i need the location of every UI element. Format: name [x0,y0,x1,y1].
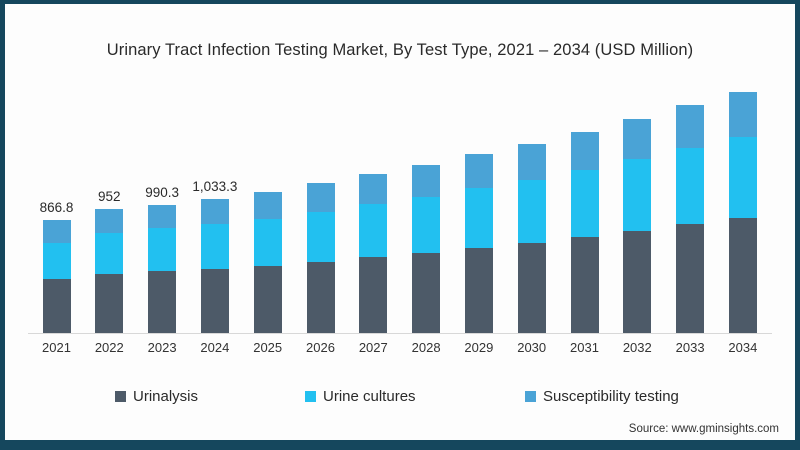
bar-segment-urinalysis [359,257,388,333]
bar-segment-urine-cultures [359,204,388,257]
bar-2021 [42,220,71,333]
bar-segment-susceptibility-testing [517,144,546,180]
bar-segment-urine-cultures [623,159,652,231]
legend-swatch-urinalysis [115,391,126,402]
bar-2027 [359,174,388,333]
bar-value-label-2024: 1,033.3 [192,179,238,194]
source-credit: Source: www.gminsights.com [628,423,779,435]
bar-2033 [676,105,705,333]
bar-segment-urinalysis [517,243,546,333]
bar-value-label-2022: 952 [98,189,121,204]
bar-segment-susceptibility-testing [148,205,177,228]
bar-segment-urine-cultures [464,188,493,248]
bar-2025 [253,192,282,333]
bar-segment-urinalysis [200,269,229,333]
bar-segment-susceptibility-testing [95,209,124,233]
x-tick-label-2030: 2030 [517,340,547,355]
bar-2032 [623,119,652,333]
bar-segment-urinalysis [253,266,282,333]
bar-segment-susceptibility-testing [42,220,71,243]
bar-segment-urinalysis [306,262,335,333]
x-tick-label-2024: 2024 [200,340,230,355]
bar-segment-susceptibility-testing [306,183,335,212]
legend-item-susceptibility-testing: Susceptibility testing [525,388,679,405]
bar-segment-urine-cultures [412,197,441,253]
bar-segment-urine-cultures [253,219,282,266]
bar-2022 [95,209,124,333]
bar-segment-urinalysis [464,248,493,333]
x-axis-line [28,333,772,334]
bar-segment-urine-cultures [517,180,546,243]
x-tick-label-2022: 2022 [94,340,124,355]
bar-segment-urinalysis [570,237,599,333]
legend-item-urinalysis: Urinalysis [115,388,198,405]
x-tick-label-2023: 2023 [147,340,177,355]
bar-segment-urinalysis [676,224,705,333]
legend-item-urine-cultures: Urine cultures [305,388,416,405]
bar-2029 [464,154,493,333]
bar-2034 [728,92,757,333]
bar-segment-susceptibility-testing [200,199,229,224]
bar-2024 [200,199,229,333]
legend-label-urinalysis: Urinalysis [133,388,199,405]
bar-segment-urine-cultures [148,228,177,271]
x-tick-label-2026: 2026 [306,340,335,355]
x-tick-label-2033: 2033 [675,340,705,355]
bar-2028 [412,165,441,333]
bar-segment-urinalysis [148,271,177,333]
x-tick-label-2029: 2029 [464,340,494,355]
bar-segment-urinalysis [728,218,757,333]
bar-segment-susceptibility-testing [253,192,282,219]
x-tick-label-2025: 2025 [253,340,283,355]
bar-segment-susceptibility-testing [570,132,599,170]
legend-swatch-urine-cultures [305,391,316,402]
bar-segment-urine-cultures [728,137,757,218]
bar-segment-susceptibility-testing [676,105,705,148]
bar-segment-susceptibility-testing [464,154,493,188]
x-tick-label-2028: 2028 [411,340,441,355]
bar-segment-urine-cultures [676,148,705,224]
legend-swatch-susceptibility-testing [525,391,536,402]
bar-segment-urine-cultures [306,212,335,262]
plot-area: 866.8 2021 952 2022 990.3 2023 1,033.3 2024 2025… [5,4,795,440]
bar-segment-urine-cultures [42,243,71,279]
bar-segment-susceptibility-testing [412,165,441,197]
bar-segment-susceptibility-testing [359,174,388,204]
chart-background: Urinary Tract Infection Testing Market, … [5,4,795,440]
x-tick-label-2021: 2021 [42,340,71,355]
bar-segment-urinalysis [95,274,124,333]
legend-label-urine-cultures: Urine cultures [323,388,416,405]
bar-segment-susceptibility-testing [623,119,652,159]
bar-segment-urine-cultures [200,224,229,269]
bar-2023 [148,205,177,333]
x-tick-label-2032: 2032 [622,340,652,355]
chart-title: Urinary Tract Infection Testing Market, … [106,41,694,59]
x-tick-label-2027: 2027 [358,340,388,355]
bar-value-label-2021: 866.8 [39,200,74,215]
bar-value-label-2023: 990.3 [145,185,179,200]
bar-segment-urine-cultures [570,170,599,237]
x-tick-label-2034: 2034 [728,340,758,355]
bar-segment-urine-cultures [95,233,124,274]
legend-label-susceptibility-testing: Susceptibility testing [543,388,679,405]
bar-segment-susceptibility-testing [728,92,757,137]
x-tick-label-2031: 2031 [570,340,599,355]
bar-segment-urinalysis [623,231,652,333]
bar-segment-urinalysis [42,279,71,333]
bar-segment-urinalysis [412,253,441,333]
bar-2030 [517,144,546,333]
bar-2031 [570,132,599,333]
bar-2026 [306,183,335,333]
